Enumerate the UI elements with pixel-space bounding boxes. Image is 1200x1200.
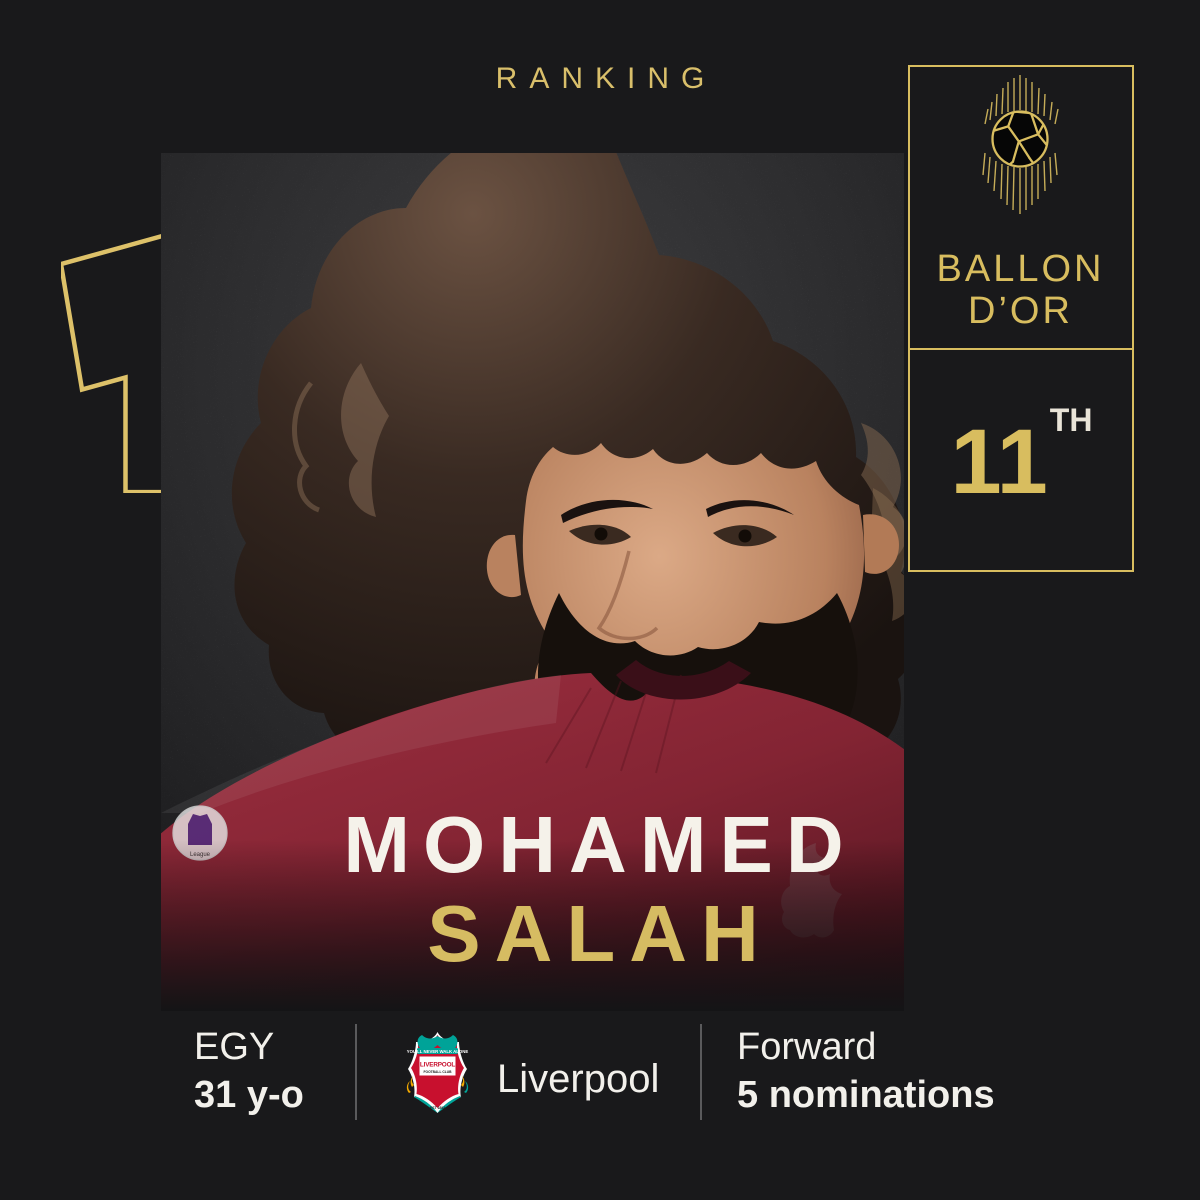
- svg-text:FOOTBALL CLUB: FOOTBALL CLUB: [424, 1070, 453, 1074]
- svg-text:YOU'LL NEVER WALK ALONE: YOU'LL NEVER WALK ALONE: [407, 1049, 469, 1054]
- svg-text:EST 1892: EST 1892: [430, 1106, 445, 1110]
- svg-text:LIVERPOOL: LIVERPOOL: [420, 1062, 455, 1069]
